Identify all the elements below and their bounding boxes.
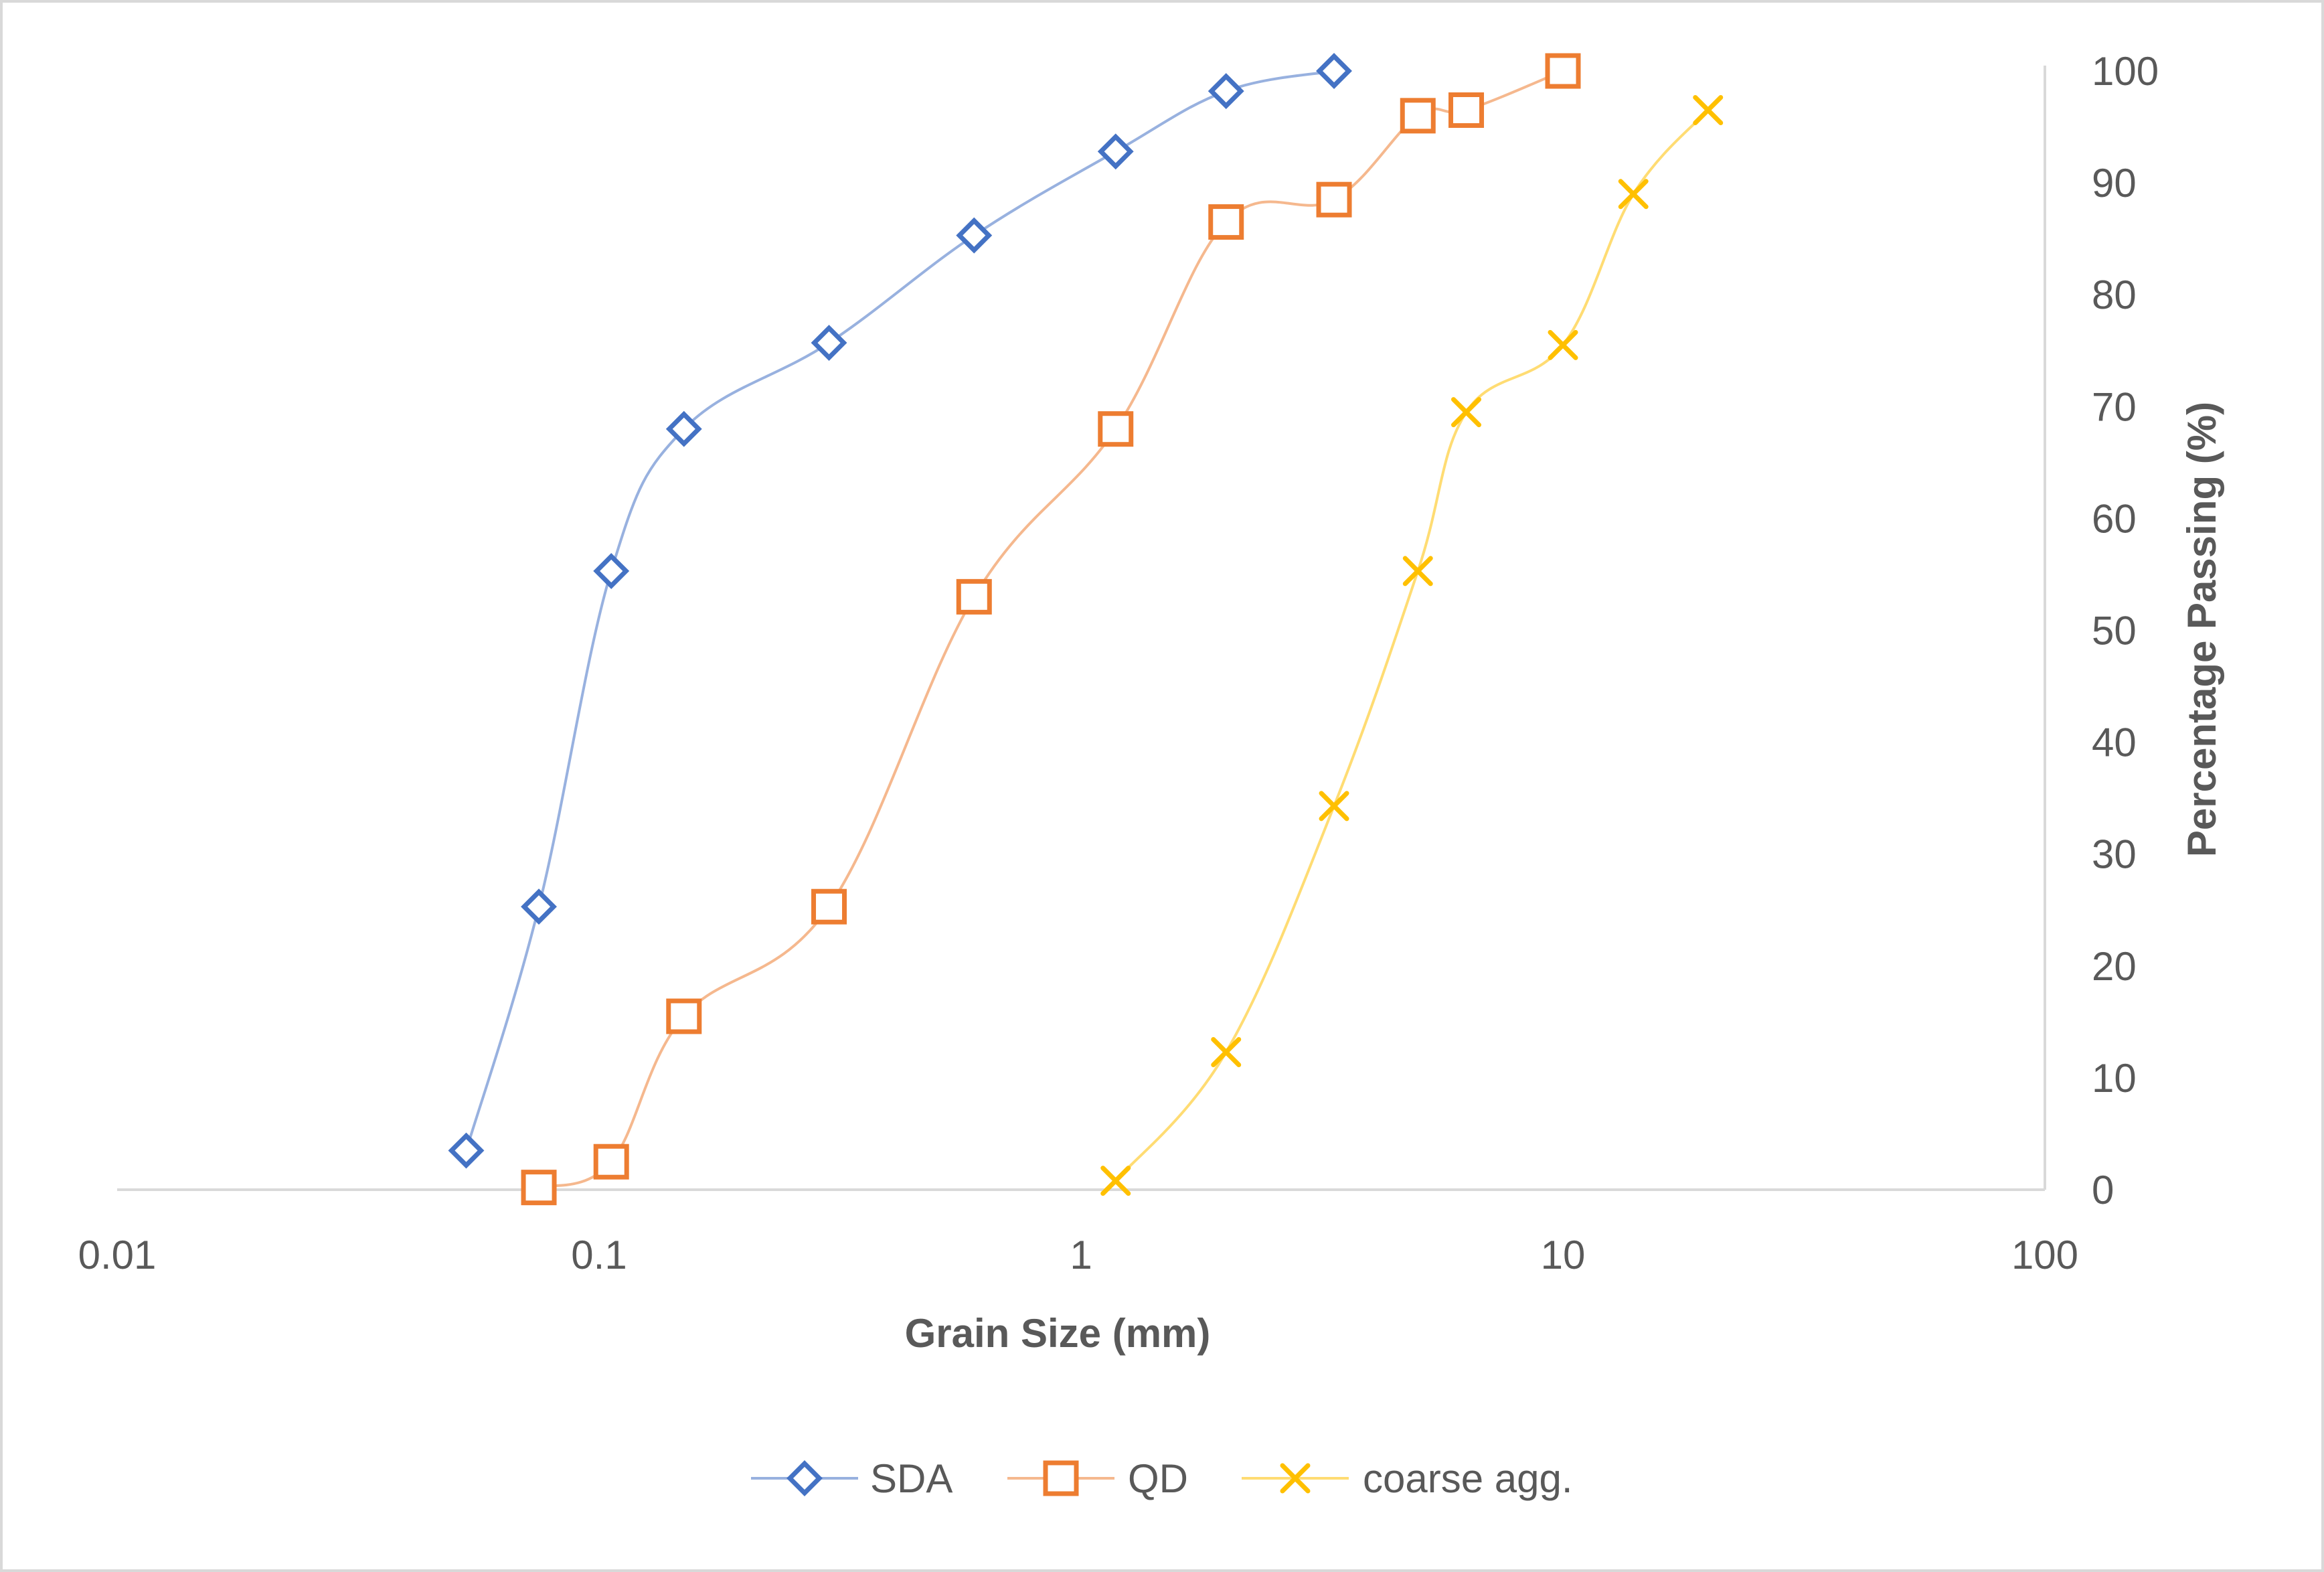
data-point-coarse-agg <box>1100 1166 1131 1196</box>
x-tick-label: 0.1 <box>571 1233 627 1277</box>
data-point-sda <box>1208 73 1244 110</box>
y-tick-label: 30 <box>2092 832 2137 877</box>
axes <box>117 66 2046 1191</box>
data-point-sda <box>665 410 702 447</box>
legend: SDA QD coarse agg. <box>751 1456 1573 1501</box>
data-point-sda <box>1097 133 1134 170</box>
data-point-qd <box>1208 204 1244 240</box>
data-point-sda <box>811 325 847 362</box>
data-point-qd <box>1400 98 1436 134</box>
legend-marker-qd <box>1043 1460 1079 1496</box>
data-point-qd <box>1448 92 1485 128</box>
data-point-coarse-agg <box>1319 791 1349 821</box>
y-tick-label: 100 <box>2092 49 2159 94</box>
legend-label-qd: QD <box>1128 1456 1188 1501</box>
y-tick-label: 10 <box>2092 1056 2137 1101</box>
legend-marker-coarse-agg <box>1280 1463 1311 1494</box>
series-lines <box>465 70 1710 1189</box>
y-tick-label: 40 <box>2092 720 2137 765</box>
legend-label-coarse-agg: coarse agg. <box>1363 1456 1573 1501</box>
data-point-sda <box>521 888 557 925</box>
y-tick-labels: 0 10 20 30 40 50 60 70 80 90 100 <box>2092 49 2159 1212</box>
data-point-qd <box>1098 411 1134 447</box>
legend-label-sda: SDA <box>870 1456 952 1501</box>
data-point-coarse-agg <box>1211 1036 1242 1067</box>
data-point-qd <box>811 888 847 925</box>
series-line-coarse-agg <box>1114 109 1710 1182</box>
data-point-qd <box>1545 53 1581 89</box>
x-tick-labels: 0.01 0.1 1 10 100 <box>78 1233 2078 1277</box>
data-point-coarse-agg <box>1693 94 1724 125</box>
series-markers <box>448 53 1724 1206</box>
x-tick-label: 0.01 <box>78 1233 157 1277</box>
data-point-qd <box>666 998 702 1034</box>
y-tick-label: 50 <box>2092 609 2137 653</box>
legend-marker-sda <box>786 1460 823 1496</box>
data-point-coarse-agg <box>1402 556 1433 586</box>
data-point-sda <box>956 217 993 254</box>
data-point-qd <box>1316 181 1352 218</box>
data-point-coarse-agg <box>1451 397 1482 428</box>
y-tick-label: 20 <box>2092 944 2137 989</box>
data-point-coarse-agg <box>1618 179 1649 210</box>
x-tick-label: 10 <box>1541 1233 1586 1277</box>
data-point-qd <box>593 1144 629 1180</box>
x-tick-label: 1 <box>1070 1233 1092 1277</box>
data-point-coarse-agg <box>1548 329 1578 360</box>
x-tick-label: 100 <box>2011 1233 2078 1277</box>
series-line-sda <box>465 70 1335 1152</box>
y-tick-label: 60 <box>2092 496 2137 541</box>
data-point-qd <box>521 1170 557 1206</box>
y-tick-label: 70 <box>2092 384 2137 429</box>
data-point-sda <box>1316 53 1352 89</box>
data-point-sda <box>593 552 630 589</box>
y-tick-label: 90 <box>2092 161 2137 206</box>
y-tick-label: 80 <box>2092 272 2137 317</box>
x-axis-title: Grain Size (mm) <box>905 1311 1211 1356</box>
data-point-qd <box>956 578 992 615</box>
y-axis-title: Percentage Passing (%) <box>2179 402 2224 857</box>
data-point-sda <box>448 1132 485 1169</box>
y-tick-label: 0 <box>2092 1168 2114 1212</box>
